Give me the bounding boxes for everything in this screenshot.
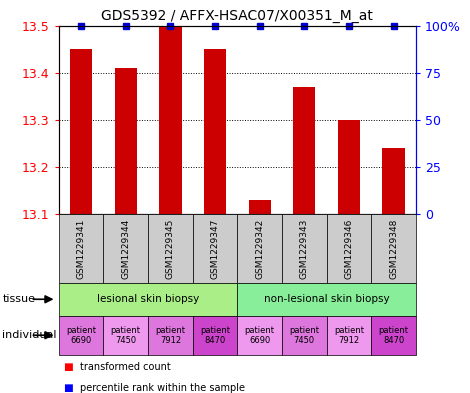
Title: GDS5392 / AFFX-HSAC07/X00351_M_at: GDS5392 / AFFX-HSAC07/X00351_M_at: [102, 9, 373, 23]
Bar: [115, 68, 137, 214]
Text: non-lesional skin biopsy: non-lesional skin biopsy: [264, 294, 390, 304]
Text: transformed count: transformed count: [80, 362, 171, 372]
Text: individual: individual: [2, 330, 57, 340]
Text: GSM1229343: GSM1229343: [300, 219, 309, 279]
Bar: [249, 200, 271, 214]
Text: GSM1229346: GSM1229346: [345, 219, 353, 279]
Text: patient
6690: patient 6690: [66, 325, 96, 345]
Text: ■: ■: [63, 383, 73, 393]
Bar: [70, 49, 92, 214]
Text: GSM1229348: GSM1229348: [389, 219, 398, 279]
Text: GSM1229345: GSM1229345: [166, 219, 175, 279]
Text: patient
8470: patient 8470: [200, 325, 230, 345]
Bar: [383, 148, 405, 214]
Text: patient
7450: patient 7450: [111, 325, 141, 345]
Text: patient
6690: patient 6690: [245, 325, 274, 345]
Bar: [204, 49, 226, 214]
Text: ■: ■: [63, 362, 73, 372]
Text: GSM1229347: GSM1229347: [211, 219, 219, 279]
Bar: [159, 26, 181, 214]
Text: patient
7450: patient 7450: [290, 325, 319, 345]
Text: percentile rank within the sample: percentile rank within the sample: [80, 383, 245, 393]
Text: patient
8470: patient 8470: [379, 325, 408, 345]
Text: tissue: tissue: [2, 294, 35, 304]
Text: GSM1229342: GSM1229342: [255, 219, 264, 279]
Text: GSM1229341: GSM1229341: [77, 219, 86, 279]
Text: patient
7912: patient 7912: [156, 325, 185, 345]
Text: lesional skin biopsy: lesional skin biopsy: [97, 294, 199, 304]
Bar: [338, 120, 360, 214]
Bar: [293, 87, 315, 214]
Text: patient
7912: patient 7912: [334, 325, 364, 345]
Text: GSM1229344: GSM1229344: [121, 219, 130, 279]
